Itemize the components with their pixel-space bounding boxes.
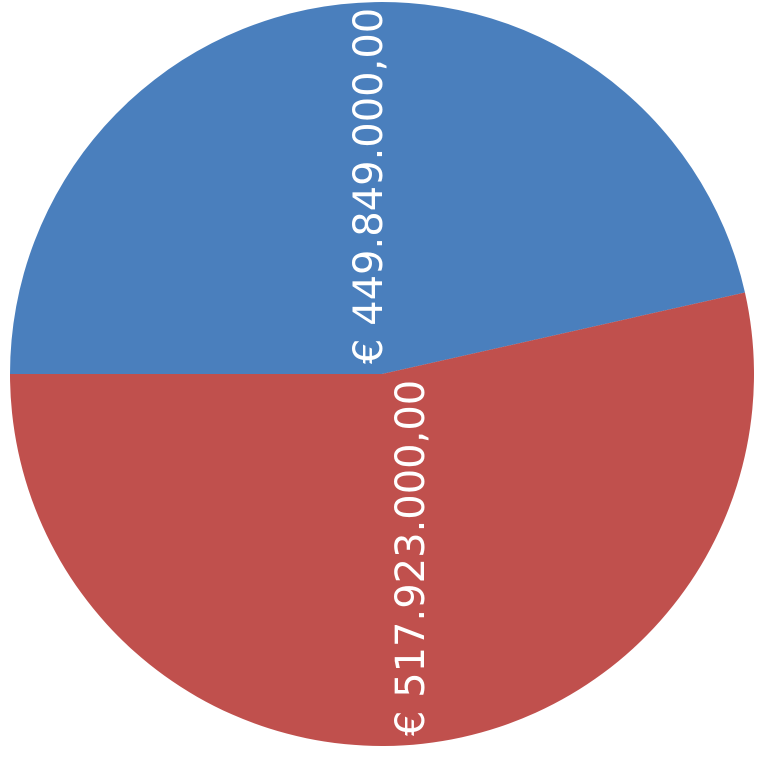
pie-slices	[10, 2, 754, 747]
pie-slice-2-label: € 517.923.000,00	[388, 380, 434, 736]
pie-labels: € 449.849.000,00 € 517.923.000,00	[346, 8, 434, 736]
pie-slice-1	[10, 2, 745, 374]
pie-slice-2	[10, 292, 754, 747]
pie-slice-1-label: € 449.849.000,00	[346, 8, 392, 364]
